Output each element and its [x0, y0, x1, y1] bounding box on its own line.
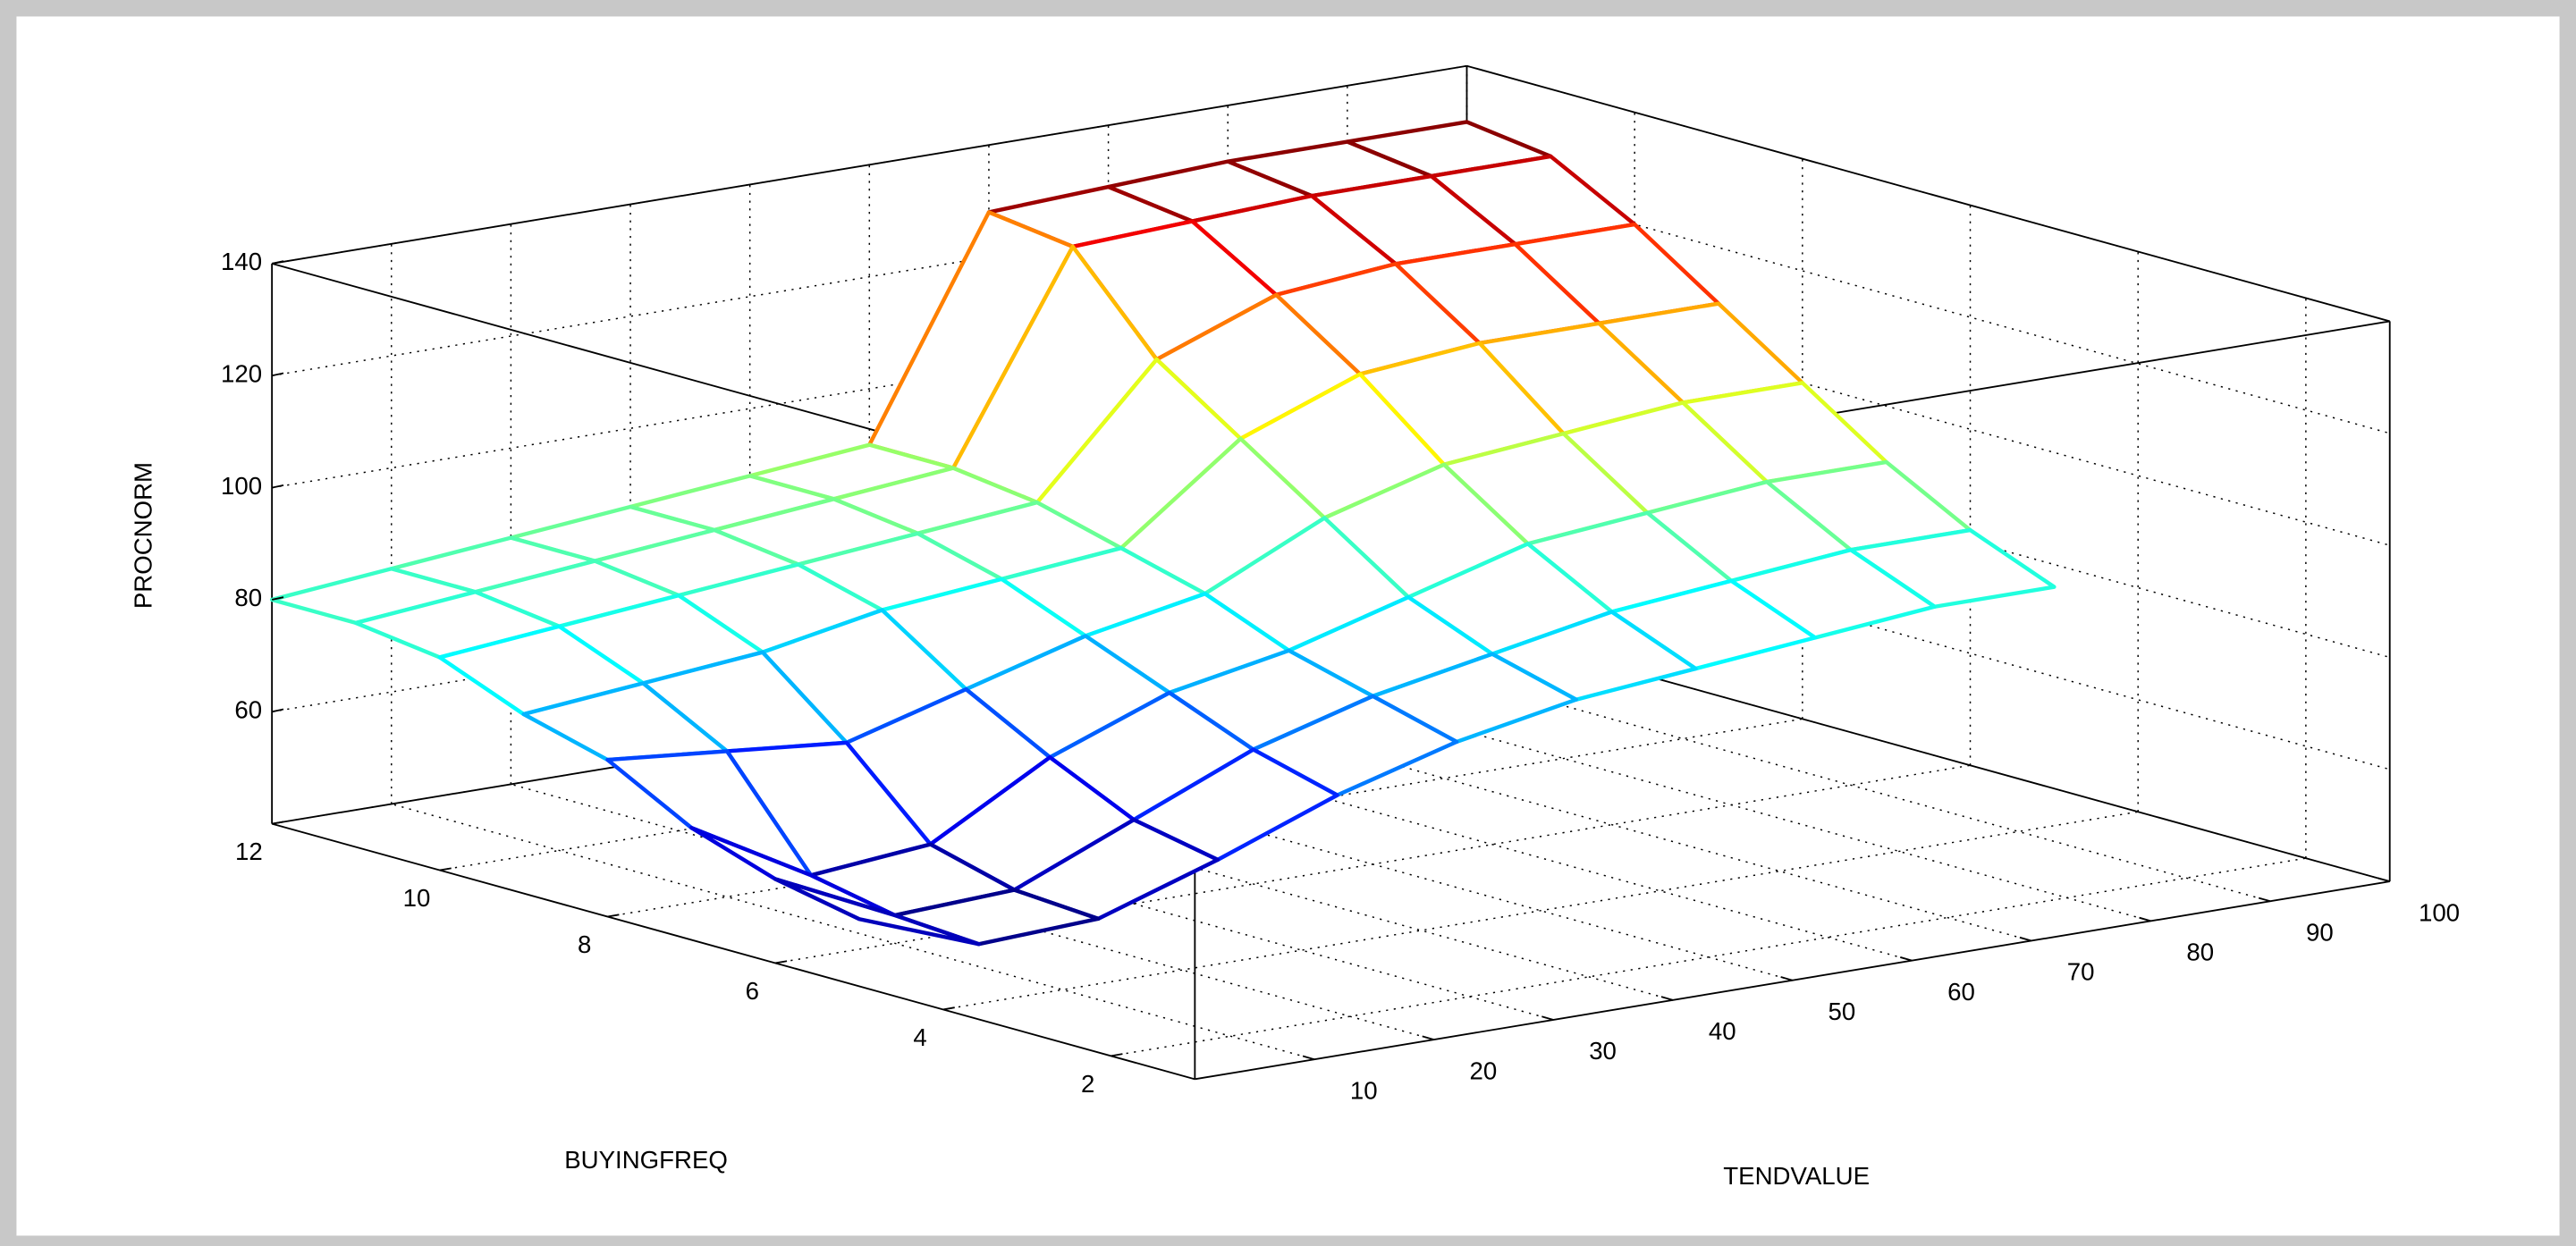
z-tick-label: 120	[221, 360, 262, 388]
z-tick-label: 140	[221, 248, 262, 275]
x-tick-label: 80	[2186, 939, 2214, 966]
y-axis-label: BUYINGFREQ	[564, 1146, 728, 1174]
y-tick-label: 2	[1081, 1070, 1094, 1098]
grid-line	[1466, 513, 2390, 770]
y-tick-label: 6	[746, 977, 759, 1005]
tick-mark	[2019, 936, 2032, 942]
x-axis-label: TENDVALUE	[1723, 1162, 1870, 1190]
x-tick-label: 20	[1470, 1057, 1498, 1084]
x-tick-label: 90	[2306, 918, 2334, 946]
x-tick-label: 70	[2067, 958, 2095, 986]
y-tick-label: 10	[403, 884, 431, 912]
grid-line	[272, 177, 1467, 376]
tick-mark	[2378, 877, 2390, 883]
z-tick-label: 100	[221, 472, 262, 500]
labels: 60 80 100 120 140 10 20 30 40 50 60 70 80 90 100 2 4 6 8 10…	[221, 248, 2460, 1104]
z-tick-label: 60	[234, 696, 262, 724]
grid-line	[511, 783, 1434, 1040]
mesh-cell	[773, 877, 981, 947]
box-edge	[271, 822, 1195, 1081]
z-axis-label: PROCNORM	[130, 462, 157, 609]
tick-mark	[271, 821, 284, 825]
tick-mark	[271, 708, 284, 713]
tick-mark	[2258, 897, 2271, 903]
x-tick-label: 10	[1350, 1076, 1378, 1104]
x-tick-label: 50	[1828, 998, 1855, 1025]
box-edge	[271, 64, 1467, 265]
tick-mark	[271, 596, 284, 601]
x-tick-label: 60	[1947, 978, 1975, 1006]
x-tick-label: 100	[2419, 898, 2460, 926]
tick-mark	[775, 960, 788, 964]
tick-mark	[1541, 1015, 1554, 1021]
x-tick-label: 40	[1709, 1017, 1736, 1045]
tick-mark	[271, 484, 284, 489]
grid-line	[1466, 177, 2390, 434]
tick-mark	[1422, 1035, 1434, 1040]
y-tick-label: 4	[913, 1023, 926, 1051]
tick-mark	[439, 867, 452, 871]
tick-mark	[2139, 916, 2151, 922]
grid-line	[942, 811, 2139, 1011]
tick-mark	[271, 372, 284, 377]
box-edge	[1466, 64, 2390, 323]
tick-mark	[1900, 956, 1913, 962]
grid-line	[391, 803, 1315, 1060]
tick-mark	[1660, 996, 1674, 1001]
x-tick-label: 30	[1589, 1037, 1617, 1065]
z-tick-label: 80	[234, 584, 262, 611]
tick-mark	[942, 1006, 955, 1011]
tick-mark	[271, 260, 284, 265]
grid-line	[1111, 857, 2306, 1057]
mesh	[269, 120, 2057, 947]
tick-mark	[1111, 1053, 1123, 1057]
y-tick-label: 8	[578, 930, 591, 958]
y-tick-label: 12	[235, 838, 263, 865]
tick-mark	[607, 913, 620, 918]
grid-line	[1466, 401, 2390, 659]
grid-line	[1466, 289, 2390, 546]
tick-mark	[1780, 976, 1793, 981]
grid-line	[272, 289, 1467, 489]
tick-mark	[1302, 1055, 1315, 1061]
